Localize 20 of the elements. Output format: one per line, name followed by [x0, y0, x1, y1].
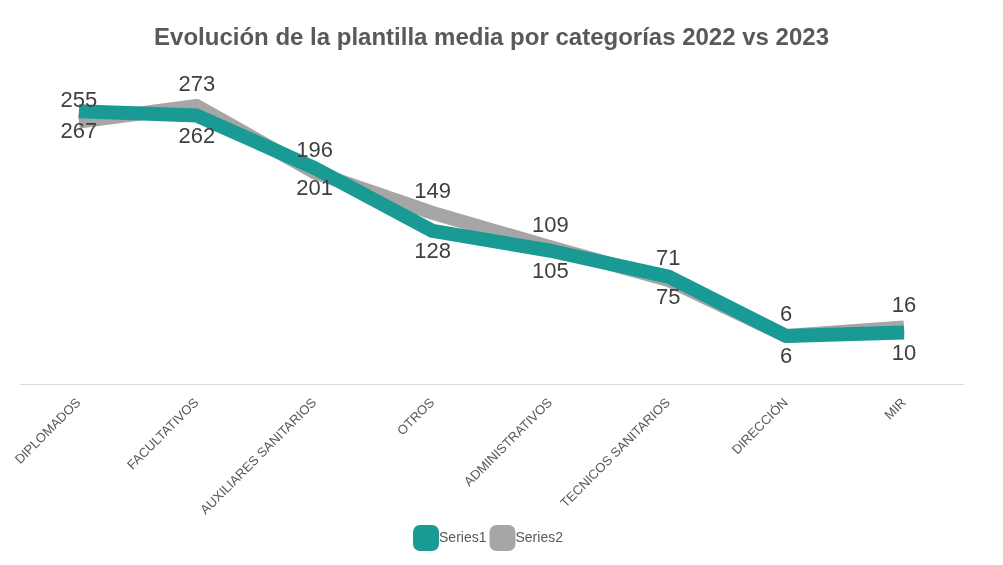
data-label: 262 — [178, 122, 216, 148]
legend-label: Series2 — [515, 528, 564, 545]
x-tick-label: MIR — [881, 394, 909, 423]
data-label: 196 — [296, 137, 334, 163]
data-label: 6 — [780, 301, 793, 327]
data-label: 128 — [414, 238, 451, 264]
data-label: 16 — [891, 292, 917, 318]
data-label: 109 — [532, 212, 569, 238]
data-label: 255 — [60, 86, 98, 112]
legend-label: Series1 — [439, 528, 487, 545]
data-label: 149 — [414, 177, 451, 203]
data-label: 267 — [60, 118, 98, 144]
data-label: 6 — [780, 343, 793, 369]
chart-title: Evolución de la plantilla media por categorías 2022 vs 2023 — [154, 23, 829, 51]
data-label: 71 — [656, 245, 681, 271]
data-label: 10 — [891, 339, 917, 365]
data-label: 75 — [656, 283, 681, 309]
data-label: 273 — [178, 71, 216, 97]
data-label: 201 — [296, 175, 334, 201]
data-label: 105 — [532, 257, 569, 283]
